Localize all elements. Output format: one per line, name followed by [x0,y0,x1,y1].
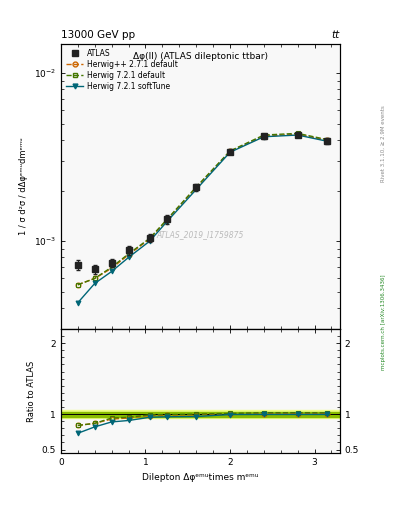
Legend: ATLAS, Herwig++ 2.7.1 default, Herwig 7.2.1 default, Herwig 7.2.1 softTune: ATLAS, Herwig++ 2.7.1 default, Herwig 7.… [65,47,179,92]
Text: 13000 GeV pp: 13000 GeV pp [61,30,135,40]
Text: ATLAS_2019_I1759875: ATLAS_2019_I1759875 [157,230,244,239]
X-axis label: Dilepton Δφᵉᵐᵘtimes mᵉᵐᵘ: Dilepton Δφᵉᵐᵘtimes mᵉᵐᵘ [142,473,259,482]
Text: tt: tt [332,30,340,40]
Y-axis label: 1 / σ d²σ / dΔφᵉᵐᵘdmᵉᵐᵘ: 1 / σ d²σ / dΔφᵉᵐᵘdmᵉᵐᵘ [19,137,28,235]
Text: mcplots.cern.ch [arXiv:1306.3436]: mcplots.cern.ch [arXiv:1306.3436] [381,275,386,370]
Bar [61,410,340,418]
Y-axis label: Ratio to ATLAS: Ratio to ATLAS [27,360,36,422]
Bar [61,412,340,417]
Text: Δφ(ll) (ATLAS dileptonic ttbar): Δφ(ll) (ATLAS dileptonic ttbar) [133,52,268,61]
Text: Rivet 3.1.10, ≥ 2.9M events: Rivet 3.1.10, ≥ 2.9M events [381,105,386,182]
